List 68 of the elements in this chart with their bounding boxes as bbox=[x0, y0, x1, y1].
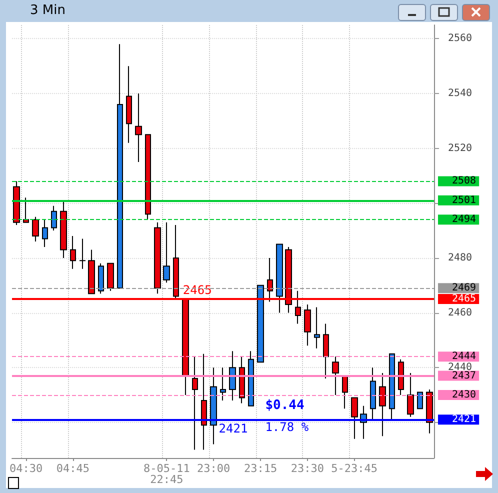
ref-line-label: 2494 bbox=[452, 214, 476, 226]
candlestick bbox=[257, 284, 264, 363]
candlestick bbox=[88, 249, 95, 294]
candlestick bbox=[135, 93, 142, 163]
candlestick bbox=[285, 246, 292, 314]
candlestick bbox=[248, 350, 254, 406]
candlestick bbox=[342, 375, 348, 410]
candlestick bbox=[379, 372, 386, 437]
candlestick bbox=[145, 134, 151, 220]
candlestick bbox=[117, 44, 123, 289]
candlestick bbox=[417, 392, 423, 410]
y-tick-label: 2540 bbox=[448, 88, 472, 100]
annotation: 1.78 % bbox=[265, 420, 310, 434]
candlestick bbox=[276, 244, 283, 314]
candlestick bbox=[192, 356, 198, 450]
ref-line-label: 2437 bbox=[452, 370, 476, 382]
candlestick bbox=[398, 358, 404, 396]
candlestick bbox=[173, 224, 179, 300]
x-tick-label: 04:45 bbox=[56, 462, 90, 475]
ref-line-label: 2421 bbox=[452, 414, 476, 426]
candlestick bbox=[267, 257, 273, 302]
candlestick bbox=[23, 197, 29, 223]
ref-line-label: 2465 bbox=[452, 294, 476, 305]
annotation: 2421 bbox=[218, 422, 248, 436]
x-tick-label: 04:30 bbox=[10, 462, 43, 475]
x-tick-label: 23:15 bbox=[244, 462, 278, 475]
candlestick bbox=[304, 304, 311, 346]
candlestick bbox=[98, 262, 104, 294]
candlestick bbox=[79, 238, 86, 270]
candlestick bbox=[32, 216, 39, 242]
candlestick bbox=[51, 205, 57, 232]
candlestick bbox=[295, 290, 301, 324]
candlestick bbox=[201, 353, 207, 450]
candlestick bbox=[154, 222, 161, 294]
ref-line-label: 2469 bbox=[452, 282, 476, 294]
candlestick bbox=[332, 356, 339, 396]
y-tick-label: 2460 bbox=[448, 307, 472, 318]
x-tick-label: 5-23:45 bbox=[331, 462, 378, 475]
candlestick bbox=[314, 306, 320, 349]
x-tick-label: 23:00 bbox=[197, 462, 230, 475]
ref-line-label: 2444 bbox=[452, 351, 476, 362]
candlestick bbox=[163, 222, 170, 284]
candlestick bbox=[60, 200, 67, 258]
ref-line-label: 2501 bbox=[452, 194, 476, 206]
y-tick-label: 2480 bbox=[448, 252, 472, 264]
candlestick bbox=[220, 367, 226, 401]
candlestick bbox=[426, 388, 433, 434]
x-tick-label: 8-05-11 22:45 bbox=[144, 462, 190, 486]
candlestick bbox=[107, 262, 114, 292]
x-tick-label: 23:30 bbox=[290, 462, 324, 475]
candlestick bbox=[126, 66, 132, 144]
candlestick bbox=[323, 323, 329, 380]
ref-line-label: 2508 bbox=[452, 176, 476, 187]
candlestick bbox=[210, 367, 217, 445]
candlestick bbox=[407, 372, 414, 418]
candlestick bbox=[389, 353, 395, 420]
ref-line-label: 2430 bbox=[452, 389, 476, 400]
y-tick-label: 2520 bbox=[448, 142, 472, 154]
candlestick bbox=[229, 350, 236, 401]
candlestick bbox=[70, 236, 76, 270]
candlestick bbox=[13, 180, 20, 226]
chart-title: 3 Min bbox=[30, 3, 66, 18]
candlestick bbox=[182, 298, 189, 396]
y-tick-label: 2560 bbox=[448, 33, 472, 44]
candlestick bbox=[351, 397, 358, 440]
candlestick bbox=[370, 367, 376, 420]
annotation: $0.44 bbox=[265, 398, 305, 413]
candlestick bbox=[42, 219, 48, 248]
